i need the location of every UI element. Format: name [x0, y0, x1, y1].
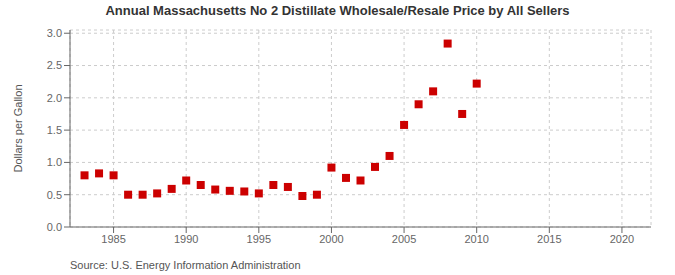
svg-text:1.0: 1.0: [47, 156, 62, 168]
svg-text:2.0: 2.0: [47, 92, 62, 104]
svg-text:0.0: 0.0: [47, 221, 62, 233]
svg-text:0.5: 0.5: [47, 189, 62, 201]
svg-text:1990: 1990: [174, 233, 198, 245]
svg-text:2015: 2015: [537, 233, 561, 245]
svg-text:2000: 2000: [319, 233, 343, 245]
svg-text:2.5: 2.5: [47, 59, 62, 71]
svg-text:2010: 2010: [464, 233, 488, 245]
svg-text:1985: 1985: [101, 233, 125, 245]
svg-text:1.5: 1.5: [47, 124, 62, 136]
svg-text:2005: 2005: [392, 233, 416, 245]
html-text:Source: U.S. Energy Informatio: Source: U.S. Energy Information Administ…: [70, 259, 301, 271]
html-text:Annual Massachusetts No 2 Dist: Annual Massachusetts No 2 Distillate Who…: [105, 3, 570, 18]
svg-text:2020: 2020: [610, 233, 634, 245]
svg-text:3.0: 3.0: [47, 27, 62, 39]
svg-text:Dollars per Gallon: Dollars per Gallon: [12, 84, 24, 172]
svg-text:1995: 1995: [247, 233, 271, 245]
